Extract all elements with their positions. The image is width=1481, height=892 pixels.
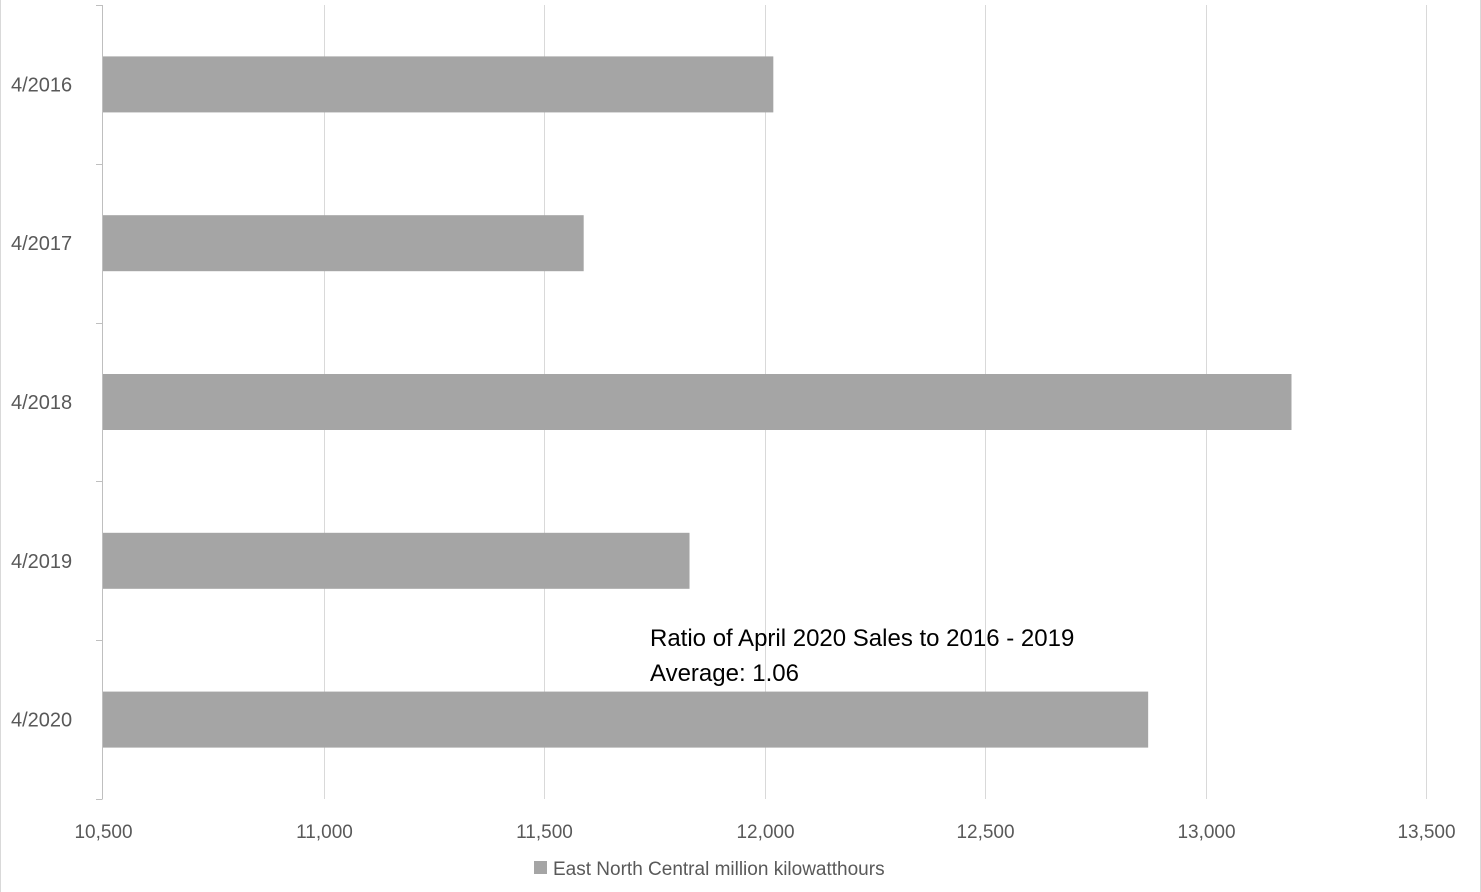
bar	[103, 56, 774, 113]
legend: East North Central million kilowatthours	[534, 859, 885, 880]
x-tick-label: 11,000	[296, 822, 353, 843]
category-label: 4/2017	[11, 233, 72, 255]
x-tick-label: 13,500	[1397, 822, 1455, 843]
legend-swatch	[534, 861, 547, 874]
category-label: 4/2019	[11, 551, 72, 573]
annotation-line-1: Ratio of April 2020 Sales to 2016 - 2019	[650, 625, 1074, 652]
x-tick-label: 13,000	[1177, 822, 1235, 843]
axis-labels: 10,500 11,000 11,500 12,000 12,500 13,000 13,5…	[11, 74, 1456, 843]
bars	[103, 56, 1292, 748]
annotation-line-2: Average: 1.06	[650, 660, 799, 687]
bar	[103, 374, 1292, 430]
x-tick-label: 12,500	[956, 822, 1014, 843]
annotation: Ratio of April 2020 Sales to 2016 - 2019…	[650, 625, 1074, 687]
category-label: 4/2020	[11, 710, 72, 732]
x-tick-label: 12,000	[736, 822, 794, 843]
bar	[103, 691, 1149, 748]
bar	[103, 215, 584, 272]
legend-label: East North Central million kilowatthours	[553, 859, 885, 880]
category-axis	[96, 5, 103, 800]
x-tick-label: 10,500	[74, 822, 132, 843]
bar	[103, 532, 690, 589]
category-label: 4/2018	[11, 392, 72, 414]
x-tick-label: 11,500	[516, 822, 573, 843]
category-label: 4/2016	[11, 74, 72, 96]
